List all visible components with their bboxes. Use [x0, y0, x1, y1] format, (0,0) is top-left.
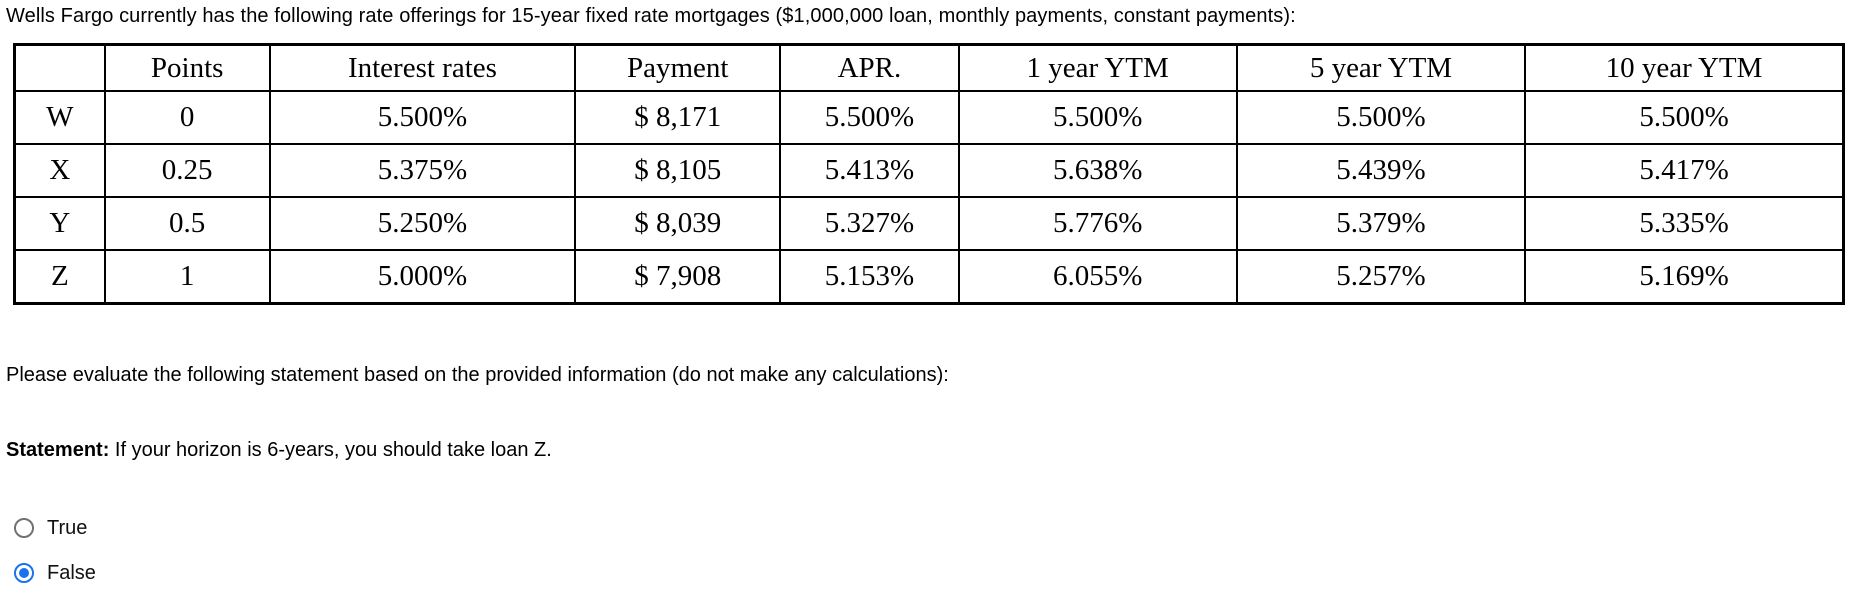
- value-cell: 6.055%: [957, 249, 1238, 305]
- column-header: APR.: [779, 43, 960, 92]
- value-cell: 5.776%: [957, 196, 1238, 251]
- value-cell: 5.417%: [1524, 143, 1845, 198]
- value-cell: 0: [103, 90, 271, 145]
- evaluate-prompt-text: Please evaluate the following statement …: [6, 364, 949, 386]
- value-cell: 5.153%: [779, 249, 960, 305]
- option-false[interactable]: False: [14, 561, 1869, 585]
- rates-table-head: Points Interest rates Payment APR. 1 year YT…: [13, 43, 1845, 92]
- value-cell: 5.257%: [1235, 249, 1527, 305]
- quiz-question: Wells Fargo currently has the following …: [6, 5, 1869, 585]
- question-intro-text: Wells Fargo currently has the following …: [6, 5, 1296, 27]
- statement-text: If your horizon is 6-years, you should t…: [114, 439, 552, 461]
- table-row: Z 1 5.000% $ 7,908 5.153% 6.055% 5.257% 5.169%: [13, 249, 1845, 305]
- value-cell: 5.500%: [1524, 90, 1845, 145]
- rates-table-body: W 0 5.500% $ 8,171 5.500% 5.500% 5.500% 5.500% X…: [13, 90, 1845, 305]
- value-cell: 5.413%: [779, 143, 960, 198]
- column-header: Interest rates: [268, 43, 577, 92]
- value-cell: 5.000%: [268, 249, 577, 305]
- value-cell: 5.375%: [268, 143, 577, 198]
- radio-true-icon[interactable]: [14, 518, 34, 538]
- value-cell: 5.169%: [1524, 249, 1845, 305]
- column-header: Points: [103, 43, 271, 92]
- value-cell: 0.25: [103, 143, 271, 198]
- column-header: Payment: [574, 43, 782, 92]
- value-cell: 5.439%: [1235, 143, 1527, 198]
- radio-false-selected-icon[interactable]: [14, 563, 34, 583]
- value-cell: 5.500%: [268, 90, 577, 145]
- row-label-cell: X: [13, 143, 106, 198]
- value-cell: 5.379%: [1235, 196, 1527, 251]
- value-cell: $ 8,171: [574, 90, 782, 145]
- value-cell: $ 7,908: [574, 249, 782, 305]
- value-cell: 5.500%: [1235, 90, 1527, 145]
- row-label-cell: Y: [13, 196, 106, 251]
- value-cell: 5.500%: [957, 90, 1238, 145]
- option-label: False: [47, 561, 96, 584]
- value-cell: 0.5: [103, 196, 271, 251]
- row-label-cell: W: [13, 90, 106, 145]
- value-cell: $ 8,105: [574, 143, 782, 198]
- row-label-cell: Z: [13, 249, 106, 305]
- rates-table: Points Interest rates Payment APR. 1 year YT…: [13, 43, 1845, 305]
- table-row: Y 0.5 5.250% $ 8,039 5.327% 5.776% 5.379% 5.335…: [13, 196, 1845, 251]
- table-header-row: Points Interest rates Payment APR. 1 year YT…: [13, 43, 1845, 92]
- statement-line: Statement: If your horizon is 6-years, y…: [6, 438, 1869, 462]
- table-row: W 0 5.500% $ 8,171 5.500% 5.500% 5.500% 5.500%: [13, 90, 1845, 145]
- column-header: 10 year YTM: [1524, 43, 1845, 92]
- table-row: X 0.25 5.375% $ 8,105 5.413% 5.638% 5.439% 5.41…: [13, 143, 1845, 198]
- value-cell: 5.638%: [957, 143, 1238, 198]
- value-cell: 5.327%: [779, 196, 960, 251]
- answer-options: True False: [14, 516, 1869, 585]
- option-label: True: [47, 516, 88, 539]
- column-header: [13, 43, 106, 92]
- radio-dot: [19, 568, 29, 578]
- value-cell: 5.335%: [1524, 196, 1845, 251]
- statement-label: Statement:: [6, 439, 110, 461]
- column-header: 1 year YTM: [957, 43, 1238, 92]
- value-cell: 1: [103, 249, 271, 305]
- column-header: 5 year YTM: [1235, 43, 1527, 92]
- value-cell: 5.500%: [779, 90, 960, 145]
- option-true[interactable]: True: [14, 516, 1869, 540]
- value-cell: 5.250%: [268, 196, 577, 251]
- value-cell: $ 8,039: [574, 196, 782, 251]
